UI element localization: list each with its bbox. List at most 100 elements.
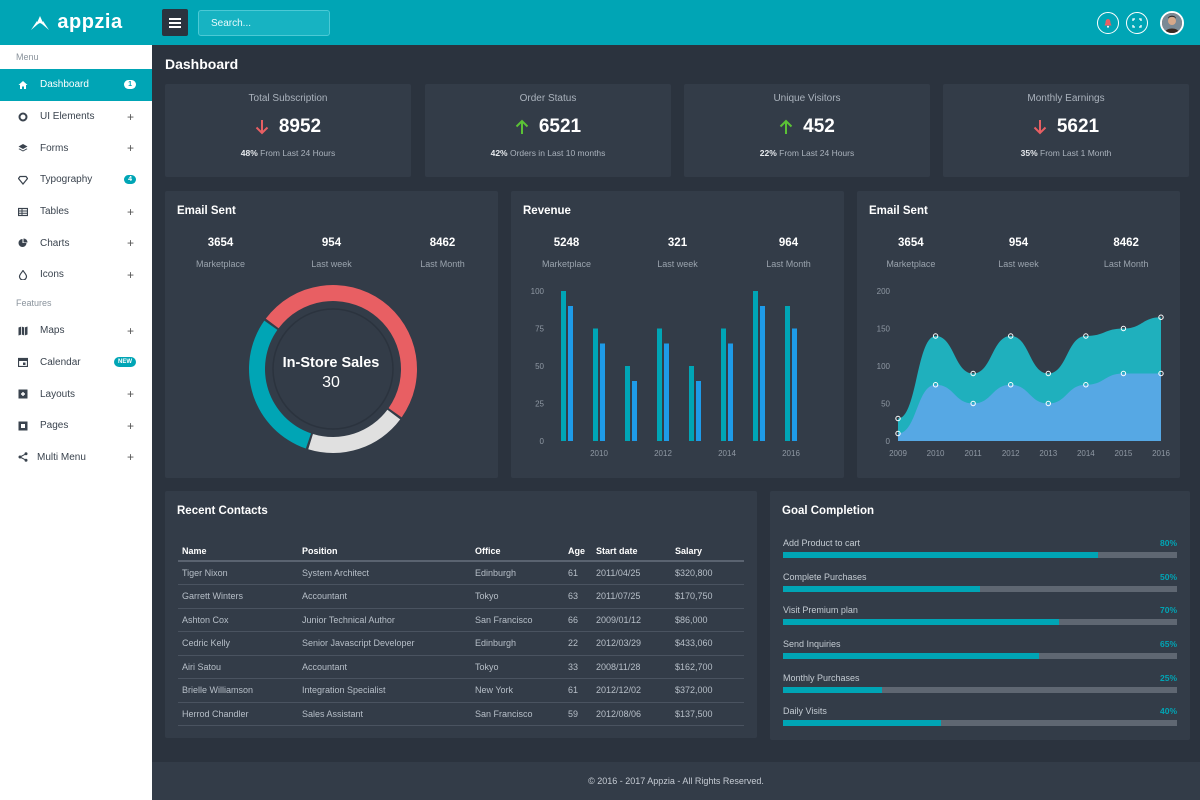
x-tick-label: 2014 [718, 449, 736, 458]
data-point[interactable] [1158, 370, 1164, 377]
cell-age: 61 [564, 678, 592, 703]
bar[interactable] [593, 328, 598, 442]
goal-label: Complete Purchases [783, 572, 867, 582]
table-row[interactable]: Cedric Kelly Senior Javascript Developer E… [178, 631, 744, 656]
bar[interactable] [568, 306, 573, 441]
goal-label: Monthly Purchases [783, 673, 860, 683]
data-point[interactable] [970, 400, 976, 407]
data-point[interactable] [932, 333, 939, 339]
table-row[interactable]: Ashton Cox Junior Technical Author San Fra… [178, 608, 744, 632]
cell-salary: $137,500 [671, 702, 744, 726]
x-tick-label: 2015 [1115, 449, 1133, 458]
progress-fill [783, 619, 1059, 625]
column-header-salary[interactable]: Salary [671, 541, 744, 562]
data-point[interactable] [1008, 382, 1014, 388]
stat-label: Unique Visitors [773, 93, 841, 104]
sidebar-item-multi-menu[interactable]: Multi Menu + [0, 442, 152, 474]
bar[interactable] [561, 291, 566, 441]
sidebar-item-ui-elements[interactable]: UI Elements + [0, 101, 152, 133]
sidebar-item-label: Maps [40, 325, 65, 337]
table-row[interactable]: Airi Satou Accountant Tokyo 33 2008/11/28 $16… [178, 655, 744, 679]
table-row[interactable]: Herrod Chandler Sales Assistant San Franci… [178, 702, 744, 726]
progress-fill [783, 653, 1040, 659]
sidebar-item-icons[interactable]: Icons + [0, 259, 152, 291]
column-header-office[interactable]: Office [471, 541, 564, 562]
brand-logo[interactable]: appzia [0, 0, 152, 45]
column-header-name[interactable]: Name [178, 541, 298, 562]
bar[interactable] [689, 366, 694, 441]
area-series[interactable] [898, 373, 1161, 442]
data-point[interactable] [1120, 370, 1127, 377]
bar[interactable] [760, 306, 765, 441]
data-point[interactable] [1083, 333, 1089, 339]
sidebar-item-dashboard[interactable]: Dashboard 1 [0, 69, 152, 101]
data-point[interactable] [970, 370, 976, 377]
goal-percent: 70% [1159, 605, 1177, 615]
bar[interactable] [625, 366, 630, 441]
data-point[interactable] [895, 415, 901, 422]
cell-name: Airi Satou [178, 655, 298, 679]
data-point[interactable] [1045, 400, 1051, 407]
cell-start-date: 2012/03/29 [592, 631, 671, 656]
table-row[interactable]: Garrett Winters Accountant Tokyo 63 2011/07/… [178, 584, 744, 609]
bar[interactable] [632, 381, 637, 441]
table-row[interactable]: Tiger Nixon System Architect Edinburgh 61 20… [178, 561, 744, 585]
expand-icon [1132, 18, 1142, 28]
column-header-age[interactable]: Age [564, 541, 592, 562]
sidebar-item-pages[interactable]: Pages + [0, 410, 152, 442]
donut-slice[interactable] [265, 284, 418, 418]
data-point[interactable] [1045, 370, 1051, 377]
sidebar-item-forms[interactable]: Forms + [0, 132, 152, 164]
data-point[interactable] [895, 430, 901, 437]
menu-toggle-button[interactable] [162, 9, 188, 36]
stat-subtext: 22% From Last 24 Hours [684, 148, 930, 158]
data-point[interactable] [1083, 382, 1089, 388]
goal-item: Daily Visits 40% [783, 706, 1177, 726]
card-title: Email Sent [869, 205, 928, 217]
cell-office: Edinburgh [471, 561, 564, 585]
sidebar-item-charts[interactable]: Charts + [0, 227, 152, 259]
data-point[interactable] [1008, 333, 1014, 339]
bar[interactable] [664, 343, 669, 442]
revenue-bar-chart[interactable]: 0 25 50 75 100 2010 2012 2014 2016 [511, 281, 844, 461]
sidebar-item-label: Multi Menu [37, 451, 86, 463]
metric-label: Last week [998, 259, 1039, 269]
user-avatar[interactable] [1160, 11, 1184, 35]
email-area-chart[interactable]: 0 50 100 150 200 2009 2010 2011 2012 2013 2014 2015… [857, 281, 1180, 461]
column-header-position[interactable]: Position [298, 541, 471, 562]
fullscreen-button[interactable] [1126, 12, 1148, 34]
sidebar-item-calendar[interactable]: Calendar NEW [0, 347, 152, 379]
sidebar-item-typography[interactable]: Typography 4 [0, 164, 152, 196]
bar[interactable] [696, 381, 701, 441]
metrics-row: 3654 Marketplace 954 Last week 8462 Last Mo… [165, 237, 498, 269]
bar[interactable] [657, 328, 662, 442]
data-point[interactable] [1158, 314, 1164, 320]
donut-slice[interactable] [308, 409, 401, 453]
notifications-button[interactable] [1097, 12, 1119, 34]
table-row[interactable]: Brielle Williamson Integration Specialist… [178, 678, 744, 703]
bar[interactable] [600, 343, 605, 442]
sidebar-item-maps[interactable]: Maps + [0, 315, 152, 347]
metric-value: 954 [1008, 237, 1029, 249]
donut-chart[interactable]: In-Store Sales 30 [245, 281, 421, 457]
bar[interactable] [728, 343, 733, 442]
cell-salary: $433,060 [671, 631, 744, 656]
x-tick-label: 2012 [1002, 449, 1020, 458]
sidebar-item-tables[interactable]: Tables + [0, 196, 152, 228]
pages-icon [18, 421, 28, 431]
bar[interactable] [753, 291, 758, 441]
metric-value: 3654 [898, 237, 924, 249]
donut-slice[interactable] [248, 320, 312, 449]
bar[interactable] [792, 328, 797, 442]
column-header-start-date[interactable]: Start date [592, 541, 671, 562]
expand-plus-icon: + [126, 323, 134, 338]
data-point[interactable] [932, 382, 939, 388]
cell-position: Sales Assistant [298, 702, 471, 726]
bar[interactable] [721, 328, 726, 442]
stat-card-monthly-earnings: Monthly Earnings 5621 35% From Last 1 Mo… [943, 84, 1189, 177]
sidebar-item-layouts[interactable]: Layouts + [0, 378, 152, 410]
data-point[interactable] [1120, 325, 1127, 332]
search-input[interactable] [198, 10, 330, 36]
bar[interactable] [785, 306, 790, 441]
progress-bar [783, 619, 1177, 625]
